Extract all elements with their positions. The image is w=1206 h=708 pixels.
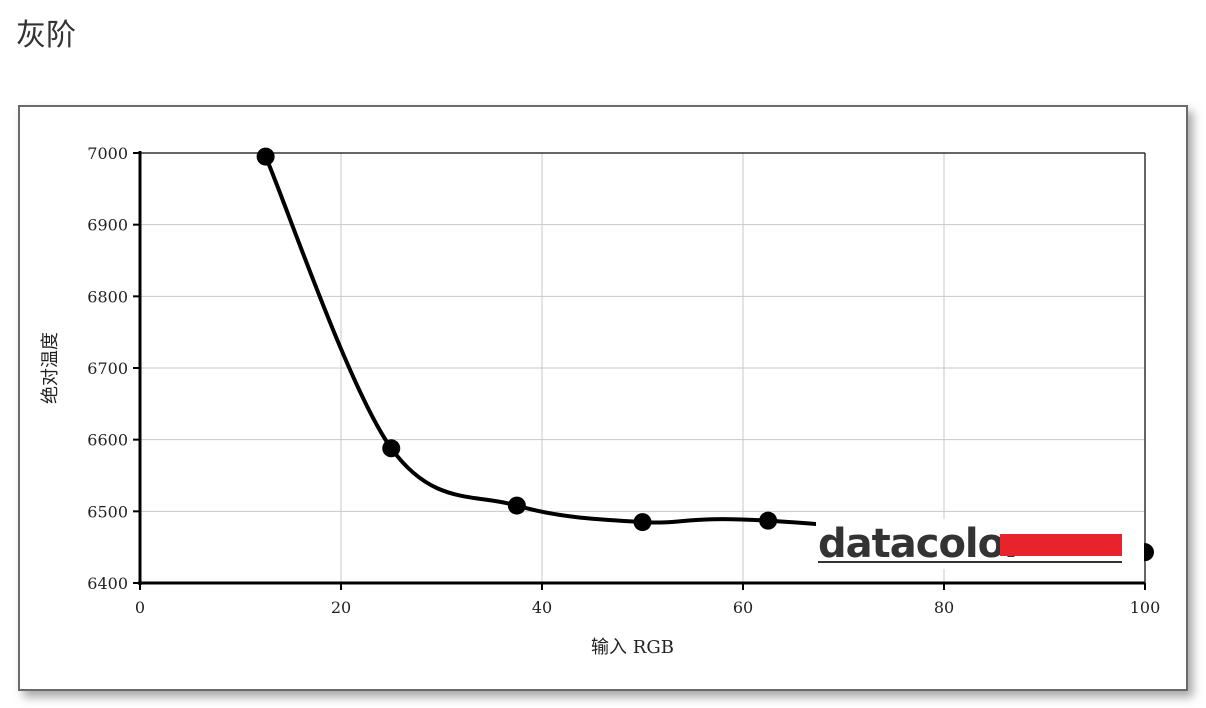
y-tick-label: 7000 (87, 144, 128, 163)
logo-wordmark: datacolor (818, 521, 1024, 567)
y-tick-label: 6900 (87, 216, 128, 235)
logo-red-bar (1000, 534, 1122, 556)
x-tick-label: 20 (331, 598, 351, 617)
x-tick-label: 60 (733, 598, 753, 617)
page-title: 灰阶 (16, 18, 76, 53)
y-tick-label: 6800 (87, 287, 128, 306)
y-axis-title: 绝对温度 (40, 332, 61, 404)
x-tick-label: 40 (532, 598, 552, 617)
tick-labels: 6400 6500 6600 6700 6800 6900 7000 0 20 40 60 80 100 (87, 144, 1160, 617)
data-point (633, 513, 652, 532)
datacolor-logo: datacolor (816, 519, 1144, 569)
x-tick-label: 0 (135, 598, 145, 617)
y-tick-label: 6400 (87, 574, 128, 593)
series-line (263, 155, 1146, 555)
axes (133, 151, 1146, 590)
series (256, 147, 1154, 562)
data-point (256, 147, 275, 166)
x-tick-label: 80 (934, 598, 954, 617)
gray-scale-chart: 6400 6500 6600 6700 6800 6900 7000 0 20 40 60 80 100… (40, 144, 1160, 658)
x-axis-title: 输入 RGB (591, 637, 674, 658)
y-tick-label: 6700 (87, 359, 128, 378)
data-point (507, 496, 526, 515)
chart-panel: 6400 6500 6600 6700 6800 6900 7000 0 20 40 60 80 100… (18, 105, 1188, 691)
data-point (382, 439, 401, 458)
y-tick-label: 6500 (87, 502, 128, 521)
y-tick-label: 6600 (87, 431, 128, 450)
data-point (759, 511, 778, 530)
x-tick-label: 100 (1130, 598, 1161, 617)
